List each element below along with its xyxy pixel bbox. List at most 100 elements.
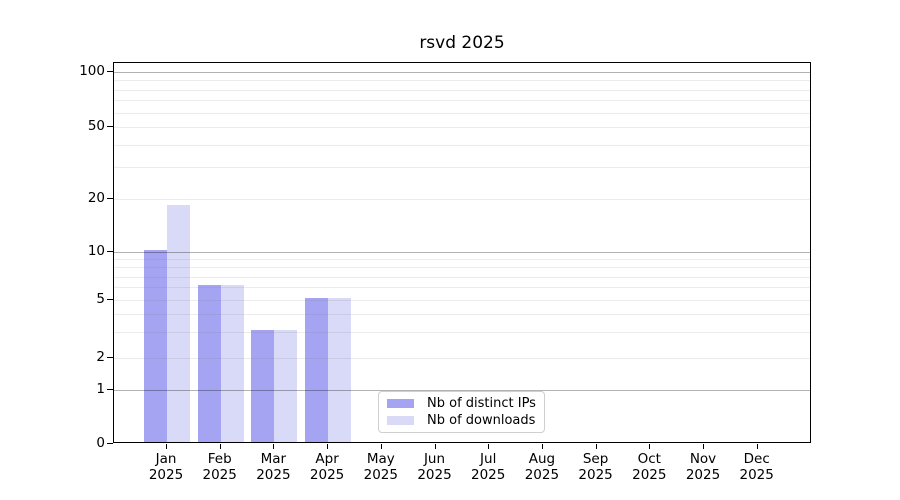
- x-tick-mark-jun: [434, 444, 436, 449]
- minor-gridline-80: [114, 89, 810, 91]
- x-tick-label-dec: Dec 2025: [725, 451, 789, 483]
- x-tick-mark-oct: [649, 444, 651, 449]
- x-tick-label-sep: Sep 2025: [564, 451, 628, 483]
- x-tick-mark-jul: [488, 444, 490, 449]
- x-tick-month: Sep: [582, 451, 609, 467]
- y-tick-label-100: 100: [79, 63, 105, 79]
- x-tick-month: Jan: [155, 451, 177, 467]
- x-tick-year: 2025: [309, 467, 345, 483]
- minor-gridline-20: [114, 199, 810, 200]
- x-tick-year: 2025: [685, 467, 721, 483]
- bar-nb-of-downloads-apr: [328, 298, 352, 442]
- minor-gridline-50: [114, 127, 810, 128]
- bar-nb-of-downloads-mar: [274, 330, 298, 442]
- x-tick-year: 2025: [578, 467, 613, 483]
- x-tick-label-mar: Mar 2025: [241, 451, 305, 483]
- x-tick-label-jan: Jan 2025: [134, 451, 198, 483]
- y-tick-mark-5: [107, 299, 113, 300]
- x-tick-label-jun: Jun 2025: [403, 451, 467, 483]
- y-tick-mark-10: [107, 251, 113, 252]
- x-tick-label-aug: Aug 2025: [510, 451, 574, 483]
- major-gridline-100: [114, 72, 810, 73]
- x-tick-year: 2025: [739, 467, 774, 483]
- x-tick-mark-nov: [703, 444, 704, 449]
- x-tick-mark-mar: [273, 444, 275, 449]
- x-tick-month: Oct: [637, 451, 661, 467]
- legend-label: Nb of downloads: [427, 413, 536, 428]
- minor-gridline-9: [114, 259, 810, 261]
- x-tick-year: 2025: [471, 467, 506, 483]
- x-tick-label-oct: Oct 2025: [617, 451, 681, 483]
- minor-gridline-8: [114, 267, 810, 269]
- x-tick-month: Apr: [315, 451, 339, 467]
- minor-gridline-4: [114, 314, 810, 316]
- major-gridline-10: [114, 252, 810, 253]
- x-tick-mark-sep: [595, 444, 597, 449]
- x-tick-year: 2025: [363, 467, 398, 483]
- minor-gridline-5: [114, 300, 810, 301]
- x-tick-year: 2025: [632, 467, 667, 483]
- x-tick-month: May: [366, 451, 395, 467]
- legend-swatch: [387, 416, 414, 425]
- y-tick-mark-0: [107, 443, 113, 444]
- y-tick-label-20: 20: [87, 190, 105, 206]
- minor-gridline-3: [114, 332, 810, 334]
- x-tick-month: Feb: [207, 451, 232, 467]
- y-tick-label-2: 2: [96, 349, 105, 365]
- minor-gridline-70: [114, 100, 810, 102]
- x-tick-label-jul: Jul 2025: [456, 451, 520, 483]
- bar-nb-of-downloads-feb: [220, 285, 244, 442]
- x-tick-mark-apr: [327, 444, 329, 449]
- x-tick-month: Mar: [260, 451, 287, 467]
- y-tick-mark-100: [107, 71, 113, 72]
- x-tick-mark-dec: [756, 444, 758, 449]
- legend-label: Nb of distinct IPs: [427, 396, 536, 411]
- x-tick-year: 2025: [148, 467, 184, 483]
- bar-nb-of-distinct-ips-apr: [305, 298, 329, 442]
- x-tick-year: 2025: [417, 467, 452, 483]
- minor-gridline-60: [114, 112, 810, 114]
- x-tick-year: 2025: [256, 467, 291, 483]
- x-tick-label-may: May 2025: [349, 451, 413, 483]
- x-tick-label-nov: Nov 2025: [671, 451, 735, 483]
- y-tick-mark-20: [107, 198, 113, 199]
- x-tick-month: Aug: [528, 451, 556, 467]
- minor-gridline-90: [114, 80, 810, 82]
- y-tick-mark-2: [107, 357, 113, 358]
- minor-gridline-30: [114, 167, 810, 169]
- bar-nb-of-distinct-ips-feb: [197, 285, 221, 442]
- legend-item: Nb of downloads: [387, 413, 536, 428]
- minor-gridline-7: [114, 276, 810, 278]
- y-tick-label-1: 1: [96, 381, 105, 397]
- minor-gridline-6: [114, 287, 810, 289]
- bar-nb-of-downloads-jan: [167, 205, 190, 442]
- minor-gridline-2: [114, 358, 810, 359]
- minor-gridline-40: [114, 144, 810, 146]
- x-tick-label-feb: Feb 2025: [188, 451, 252, 483]
- x-tick-year: 2025: [524, 467, 560, 483]
- x-tick-month: Jul: [480, 451, 497, 467]
- x-tick-year: 2025: [202, 467, 237, 483]
- y-tick-label-50: 50: [87, 118, 105, 134]
- plot-area: [113, 62, 811, 443]
- y-tick-mark-1: [107, 389, 113, 390]
- x-tick-mark-jan: [166, 444, 167, 449]
- y-tick-label-10: 10: [87, 243, 105, 259]
- major-gridline-1: [114, 390, 810, 391]
- legend: Nb of distinct IPs Nb of downloads: [378, 391, 545, 433]
- x-tick-month: Nov: [689, 451, 717, 467]
- x-tick-mark-aug: [541, 444, 543, 449]
- legend-swatch: [387, 399, 414, 408]
- x-tick-month: Jun: [423, 451, 446, 467]
- legend-item: Nb of distinct IPs: [387, 396, 536, 411]
- y-tick-label-5: 5: [96, 291, 105, 307]
- x-tick-mark-feb: [219, 444, 221, 449]
- chart-title: rsvd 2025: [419, 33, 505, 53]
- bar-nb-of-distinct-ips-mar: [251, 330, 275, 442]
- x-tick-label-apr: Apr 2025: [295, 451, 359, 483]
- x-tick-month: Dec: [743, 451, 770, 467]
- x-tick-mark-may: [380, 444, 382, 449]
- y-tick-label-0: 0: [96, 435, 105, 451]
- y-tick-mark-50: [107, 126, 113, 127]
